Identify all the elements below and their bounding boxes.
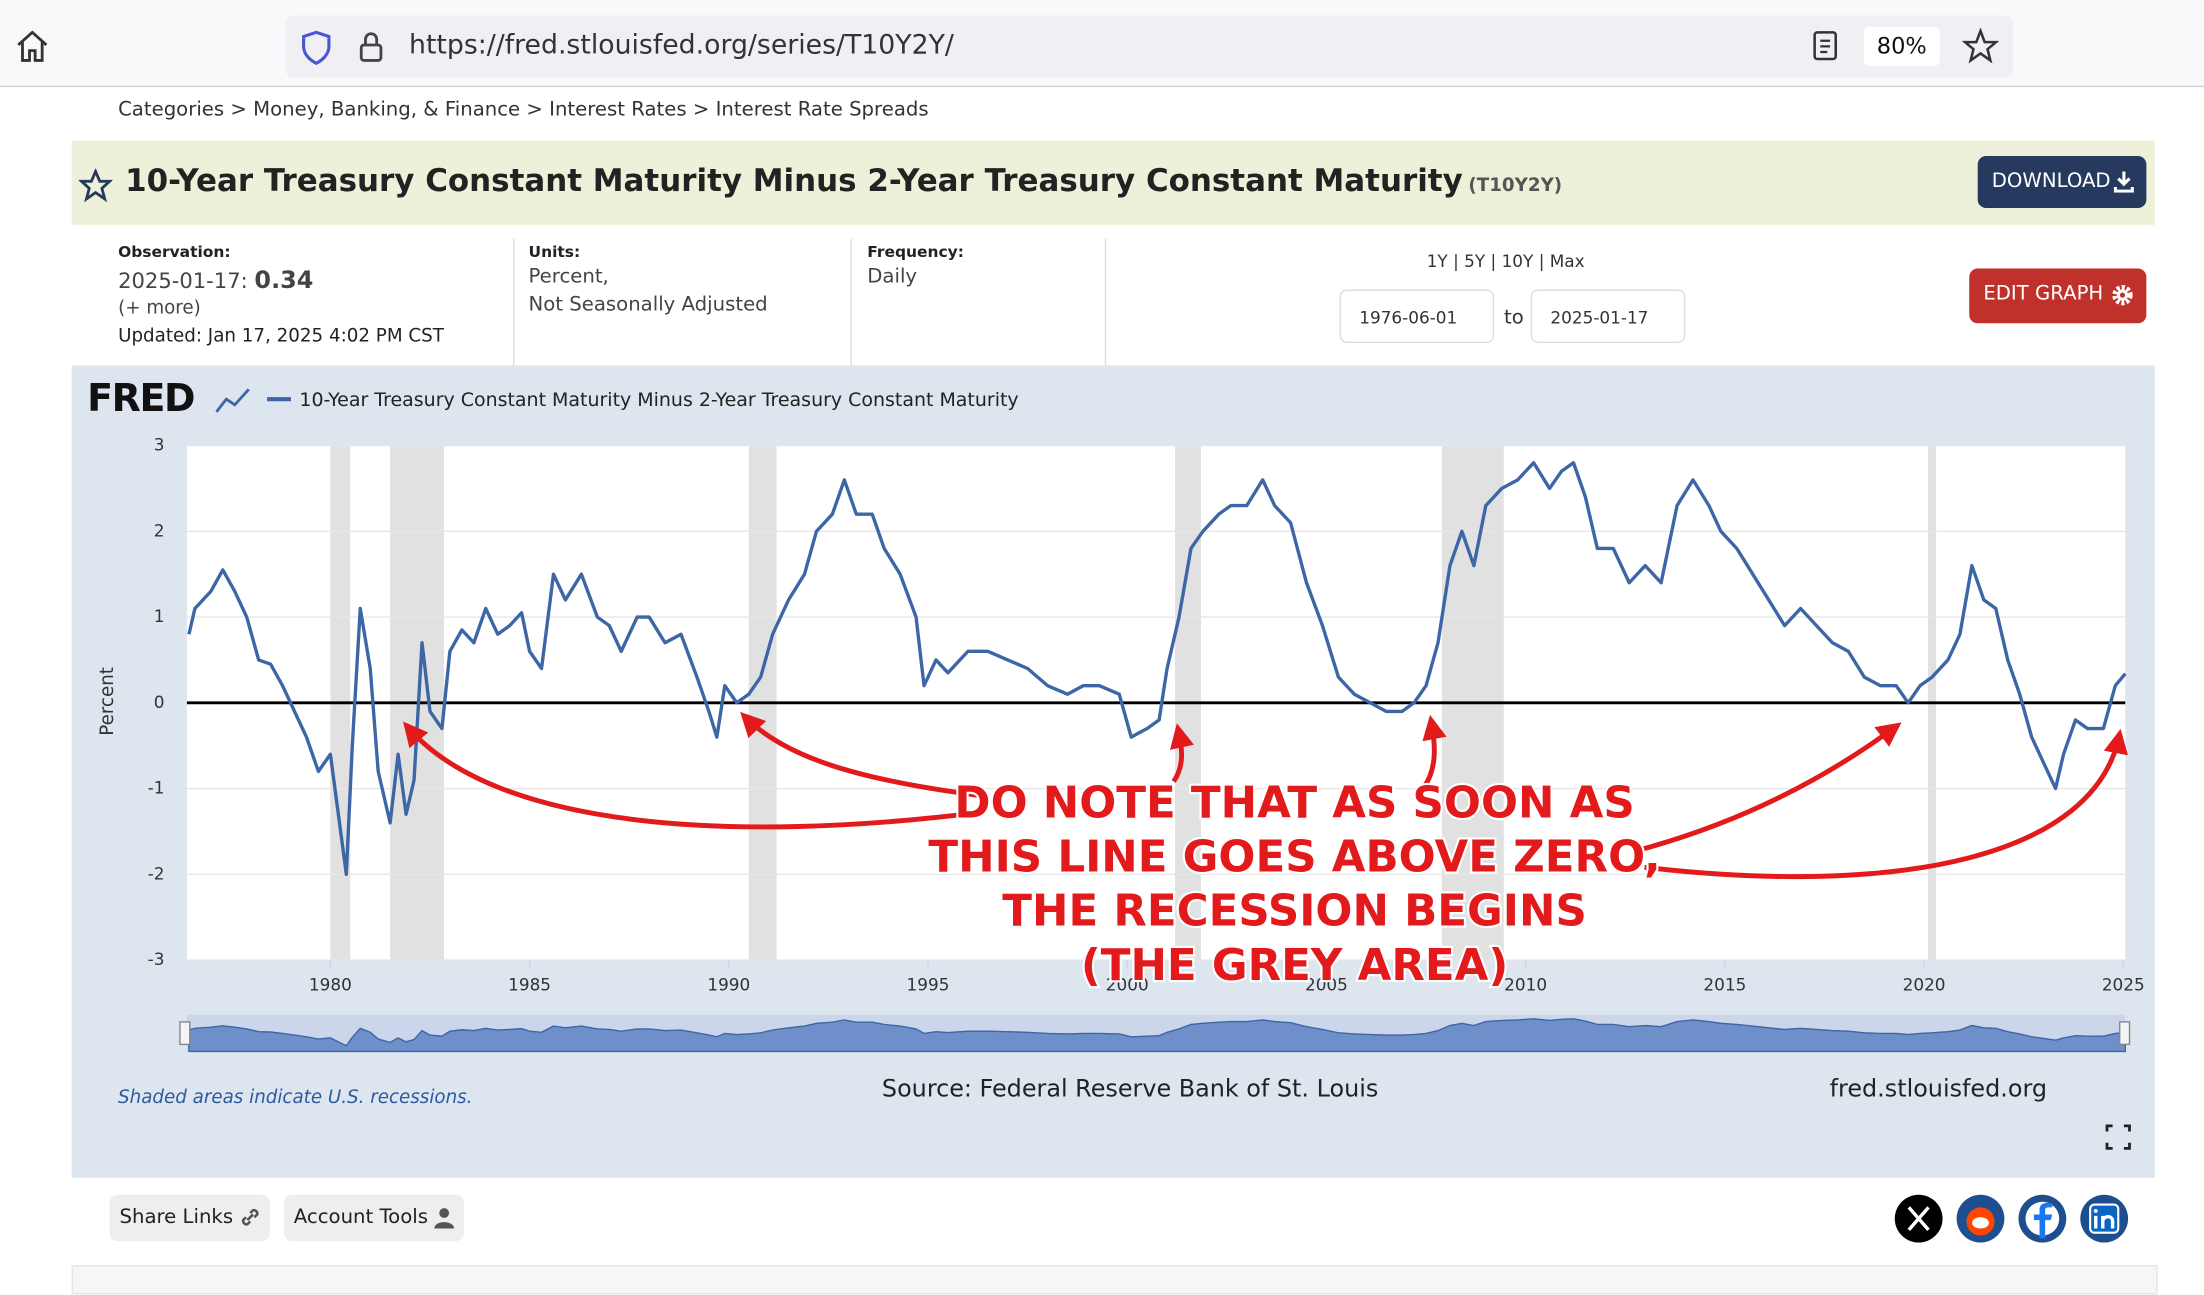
download-icon bbox=[2113, 171, 2134, 193]
annotation-text: THIS LINE GOES ABOVE ZERO, bbox=[928, 833, 1660, 883]
annotation-text: THE RECESSION BEGINS bbox=[1002, 887, 1587, 937]
y-tick-label: -2 bbox=[148, 863, 165, 883]
x-tick-label: 1995 bbox=[907, 974, 950, 994]
chart: FRED Percent -3 -2 -1 0 1 2 3 1980 1985 1990 1995 2… bbox=[87, 376, 2145, 1150]
site[interactable]: fred.stlouisfed.org bbox=[1830, 1074, 2047, 1102]
download-button[interactable]: DOWNLOAD bbox=[1977, 156, 2147, 209]
x-tick-label: 1980 bbox=[309, 974, 352, 994]
y-tick-label: 2 bbox=[154, 520, 165, 540]
fred-logo: FRED bbox=[87, 376, 194, 420]
bookmark-star[interactable] bbox=[1962, 28, 1999, 65]
user-icon bbox=[434, 1208, 455, 1229]
share-label: Share Links bbox=[119, 1206, 234, 1229]
url-text[interactable]: https://fred.stlouisfed.org/series/T10Y2… bbox=[409, 29, 954, 61]
range-links[interactable]: 1Y | 5Y | 10Y | Max bbox=[1426, 251, 1585, 272]
observation-label: Observation: bbox=[118, 243, 231, 262]
y-tick-label: 3 bbox=[154, 435, 165, 455]
y-tick-label: -3 bbox=[148, 949, 165, 969]
account-tools-button[interactable]: Account Tools bbox=[283, 1194, 465, 1242]
x-tick-label: 1985 bbox=[508, 974, 551, 994]
arrow bbox=[403, 721, 981, 830]
x-tick-label: 2005 bbox=[1305, 974, 1348, 994]
recession-note: Shaded areas indicate U.S. recessions. bbox=[118, 1087, 472, 1108]
y-tick-label: 0 bbox=[154, 692, 165, 712]
title-text: 10-Year Treasury Constant Maturity Minus… bbox=[125, 164, 1463, 200]
updated: Updated: Jan 17, 2025 4:02 PM CST bbox=[118, 326, 444, 348]
source: Source: Federal Reserve Bank of St. Loui… bbox=[882, 1074, 1378, 1102]
arrow bbox=[740, 711, 981, 799]
fullscreen-button[interactable] bbox=[2105, 1124, 2131, 1150]
x-tick-label: 2000 bbox=[1106, 974, 1149, 994]
divider bbox=[513, 238, 515, 366]
title-band bbox=[71, 140, 2155, 225]
series-line bbox=[187, 461, 2127, 876]
download-label: DOWNLOAD bbox=[1991, 170, 2111, 193]
security-icons bbox=[302, 30, 383, 65]
chart-panel: FRED Percent -3 -2 -1 0 1 2 3 1980 1985 1990 1995 2… bbox=[71, 365, 2155, 1178]
x-tick-label: 1990 bbox=[707, 974, 750, 994]
frequency: Daily bbox=[867, 265, 918, 289]
more-link[interactable]: (+ more) bbox=[118, 297, 201, 320]
url-bar[interactable] bbox=[285, 15, 2013, 78]
x-tick-label: 2010 bbox=[1504, 974, 1547, 994]
arrow bbox=[1636, 722, 1902, 853]
divider bbox=[1104, 238, 1107, 366]
observation-date: 2025-01-17: bbox=[118, 268, 248, 294]
gear-icon bbox=[2112, 284, 2133, 306]
bottom-section bbox=[71, 1265, 2158, 1295]
annotation-text: DO NOTE THAT AS SOON AS bbox=[954, 778, 1634, 828]
account-label: Account Tools bbox=[293, 1206, 428, 1229]
edit-label: EDIT GRAPH bbox=[1983, 282, 2104, 306]
y-tick-label: -1 bbox=[148, 778, 165, 798]
breadcrumb[interactable]: Categories > Money, Banking, & Finance >… bbox=[118, 98, 929, 121]
units-adjustment: Not Seasonally Adjusted bbox=[528, 293, 768, 317]
x-tick-label: 2025 bbox=[2102, 974, 2145, 994]
end-date-input[interactable]: 2025-01-17 bbox=[1530, 289, 1686, 343]
logo-graph bbox=[215, 388, 250, 413]
observation-value: 0.34 bbox=[254, 267, 314, 296]
legend-label: 10-Year Treasury Constant Maturity Minus… bbox=[299, 389, 1018, 411]
social-icons bbox=[1894, 1194, 2129, 1243]
browser-toolbar: https://fred.stlouisfed.org/series/T10Y2… bbox=[0, 0, 2204, 88]
navigator-series bbox=[188, 1018, 2126, 1053]
x-tick-label: 2020 bbox=[1903, 974, 1946, 994]
reader-view[interactable] bbox=[1810, 30, 1841, 64]
y-tick-label: 1 bbox=[154, 606, 165, 626]
x-tick-label: 2015 bbox=[1703, 974, 1746, 994]
share-links-button[interactable]: Share Links bbox=[109, 1194, 270, 1242]
to-label: to bbox=[1504, 306, 1524, 329]
series-title: 10-Year Treasury Constant Maturity Minus… bbox=[125, 164, 1562, 199]
home-button[interactable] bbox=[14, 28, 51, 65]
frequency-label: Frequency: bbox=[867, 243, 964, 262]
link-icon bbox=[241, 1208, 259, 1226]
arrow bbox=[1644, 728, 2128, 880]
arrow bbox=[1421, 714, 1447, 789]
units: Percent, bbox=[528, 265, 609, 289]
series-code: (T10Y2Y) bbox=[1468, 175, 1563, 197]
annotation-text: (THE GREY AREA) bbox=[1081, 941, 1508, 991]
y-axis-title: Percent bbox=[97, 667, 118, 736]
start-date-input[interactable]: 1976-06-01 bbox=[1339, 289, 1495, 343]
divider bbox=[850, 238, 852, 366]
units-label: Units: bbox=[528, 243, 581, 262]
annotation-arrows bbox=[403, 711, 2128, 880]
arrow bbox=[1169, 723, 1195, 783]
zoom-level[interactable]: 80% bbox=[1863, 26, 1940, 67]
edit-graph-button[interactable]: EDIT GRAPH bbox=[1969, 268, 2147, 324]
navigator-handle[interactable] bbox=[179, 1021, 191, 1046]
navigator-handle[interactable] bbox=[2118, 1021, 2131, 1046]
favorite-star[interactable] bbox=[78, 168, 113, 203]
